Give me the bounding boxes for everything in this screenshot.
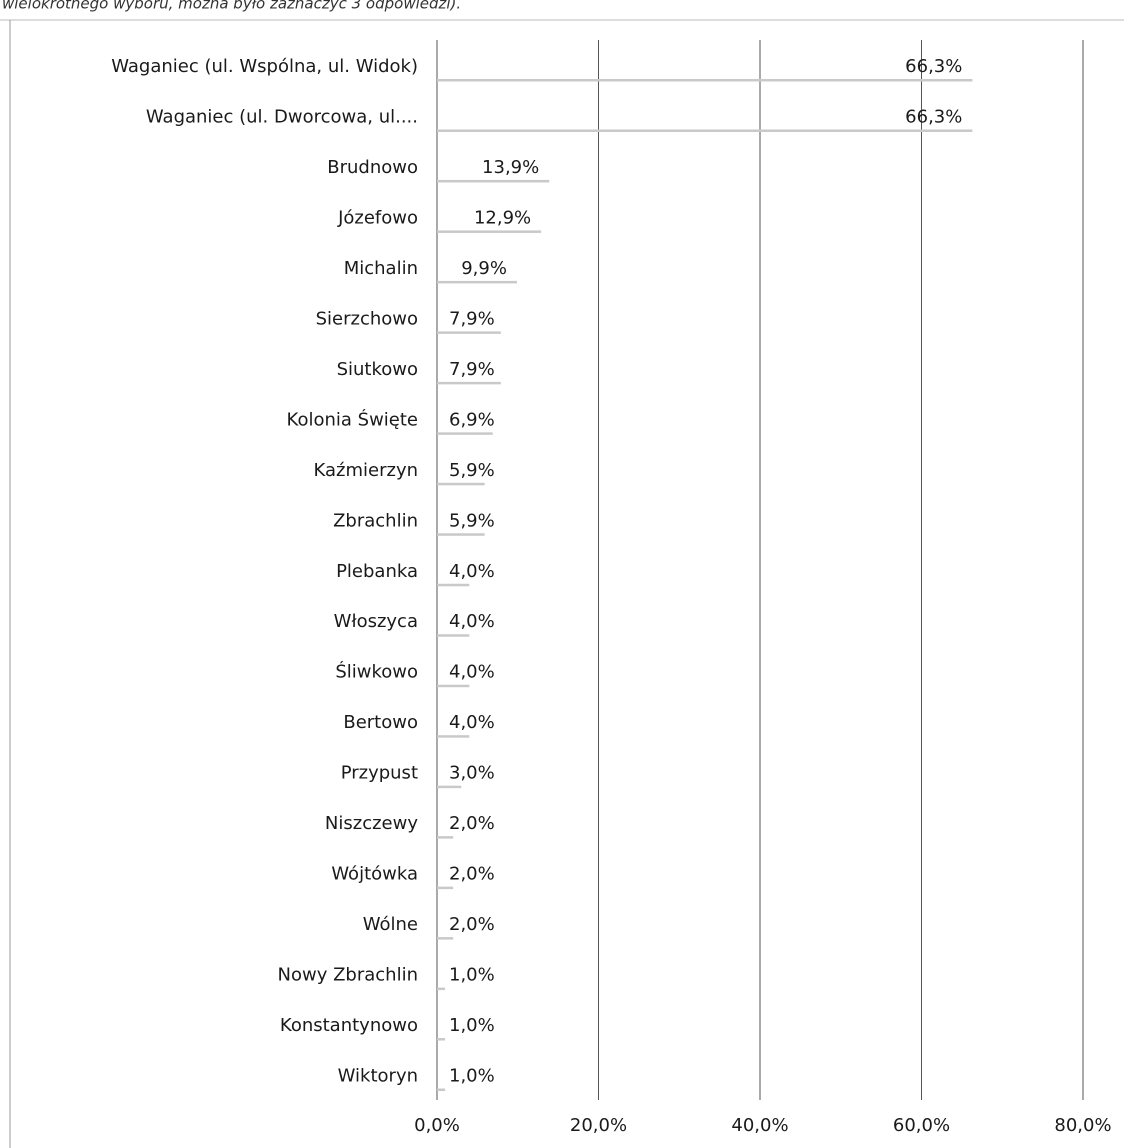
bar <box>437 533 485 536</box>
data-label: 2,0% <box>449 813 495 834</box>
data-label: 2,0% <box>449 864 495 885</box>
x-tick-label: 60,0% <box>893 1115 950 1136</box>
y-tick-label: Nowy Zbrachlin <box>278 965 418 986</box>
data-label: 4,0% <box>449 662 495 683</box>
y-tick-label: Niszczewy <box>325 813 418 834</box>
y-tick-label: Wójtówka <box>331 864 418 885</box>
data-label: 9,9% <box>461 258 507 279</box>
bar <box>437 331 501 334</box>
data-label: 13,9% <box>482 157 539 178</box>
data-label: 1,0% <box>449 1015 495 1036</box>
data-label: 6,9% <box>449 409 495 430</box>
data-label: 1,0% <box>449 965 495 986</box>
bar <box>437 129 973 132</box>
y-tick-label: Sierzchowo <box>316 308 418 329</box>
bar <box>437 482 485 486</box>
y-tick-label: Brudnowo <box>327 157 418 178</box>
data-label: 12,9% <box>474 207 531 228</box>
x-tick-label: 0,0% <box>414 1115 460 1136</box>
y-tick-label: Waganiec (ul. Wspólna, ul. Widok) <box>111 56 418 77</box>
y-tick-label: Kolonia Święte <box>287 408 418 430</box>
data-label: 2,0% <box>449 914 495 935</box>
data-label: 66,3% <box>905 106 962 127</box>
y-tick-label: Bertowo <box>343 712 418 733</box>
y-tick-label: Przypust <box>341 763 418 784</box>
data-label: 7,9% <box>449 359 495 380</box>
data-label: 5,9% <box>449 460 495 481</box>
y-tick-label: Plebanka <box>336 561 418 582</box>
bar <box>437 1038 446 1041</box>
bar <box>437 937 454 940</box>
y-tick-label: Wiktoryn <box>338 1066 418 1087</box>
bar <box>437 684 470 688</box>
y-tick-label: Michalin <box>344 258 418 279</box>
bar <box>437 583 470 587</box>
bar <box>437 432 493 435</box>
data-label: 1,0% <box>449 1066 495 1087</box>
x-tick-label: 40,0% <box>731 1115 788 1136</box>
data-label: 4,0% <box>449 712 495 733</box>
bar <box>437 886 454 890</box>
bar <box>437 634 470 637</box>
data-label: 4,0% <box>449 561 495 582</box>
chart-subtitle: wielokrotnego wyboru, można było zaznacz… <box>2 0 461 13</box>
bar <box>437 179 550 183</box>
bar <box>437 987 446 991</box>
y-tick-label: Wólne <box>363 914 418 935</box>
bar <box>437 280 517 284</box>
x-tick-label: 80,0% <box>1054 1115 1111 1136</box>
bar <box>437 381 501 385</box>
data-label: 7,9% <box>449 308 495 329</box>
bar <box>437 836 454 839</box>
bar <box>437 1088 446 1092</box>
y-tick-label: Włoszyca <box>334 611 418 632</box>
bar <box>437 735 470 738</box>
y-tick-label: Śliwkowo <box>335 661 418 683</box>
data-label: 3,0% <box>449 763 495 784</box>
y-tick-label: Waganiec (ul. Dworcowa, ul.... <box>146 106 418 127</box>
y-tick-label: Kaźmierzyn <box>314 460 418 481</box>
bar <box>437 230 542 233</box>
data-label: 66,3% <box>905 56 962 77</box>
y-tick-label: Siutkowo <box>337 359 418 380</box>
data-label: 4,0% <box>449 611 495 632</box>
y-tick-label: Zbrachlin <box>333 510 418 531</box>
data-label: 5,9% <box>449 510 495 531</box>
x-tick-label: 20,0% <box>570 1115 627 1136</box>
y-tick-label: Konstantynowo <box>280 1015 418 1036</box>
y-tick-label: Józefowo <box>337 207 418 228</box>
bar <box>437 79 973 82</box>
bar <box>437 785 462 789</box>
